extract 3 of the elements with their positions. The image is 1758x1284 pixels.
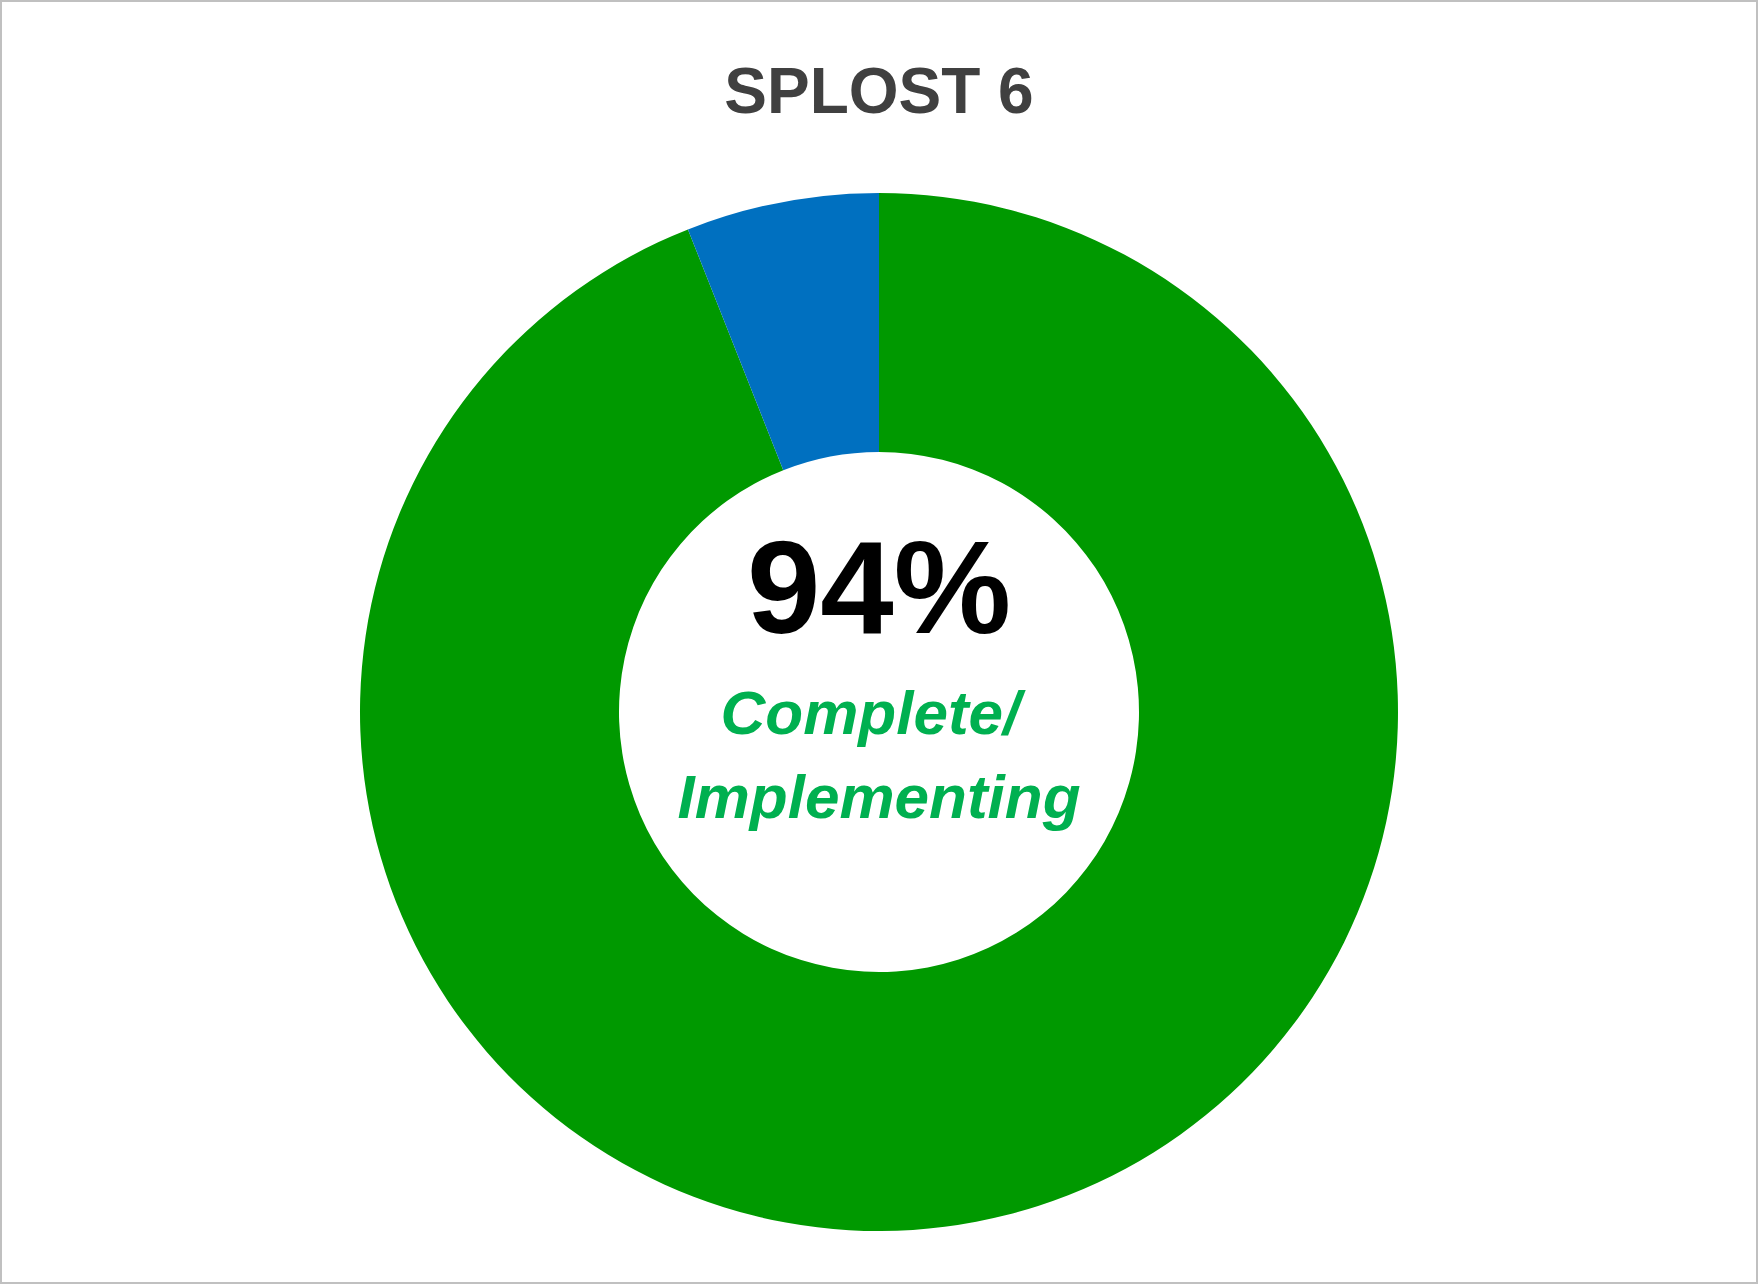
chart-title: SPLOST 6	[724, 55, 1034, 127]
text: Complete/ Implementing	[677, 677, 1081, 831]
text: 94%	[746, 513, 1012, 661]
